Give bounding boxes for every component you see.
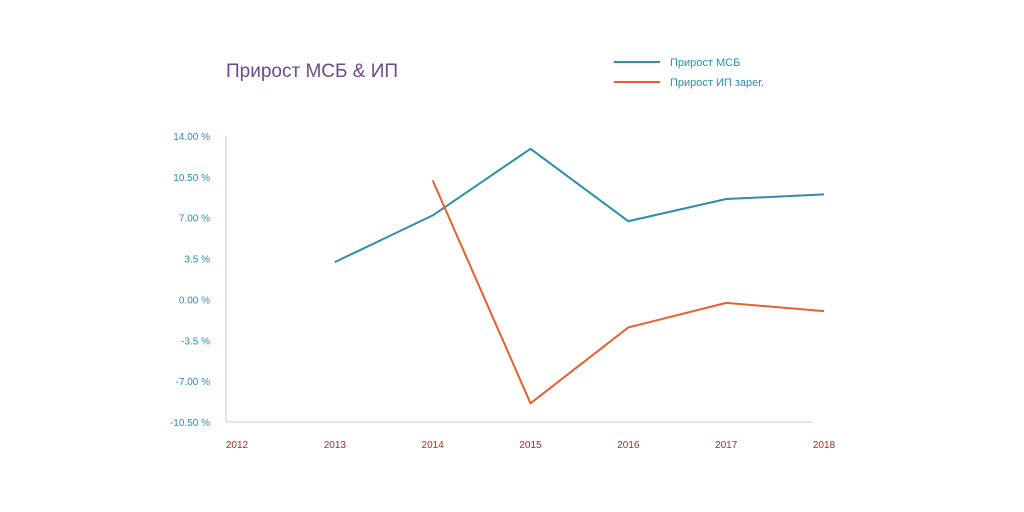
y-tick-label: 14.00 % — [173, 132, 210, 143]
chart-title: Прирост МСБ & ИП — [226, 61, 398, 82]
y-tick-label: 7.00 % — [179, 214, 210, 225]
legend-label-msb: Прирост МСБ — [670, 57, 740, 69]
series-lines — [334, 147, 825, 405]
y-tick-label: -3.5 % — [181, 336, 210, 347]
x-tick-label: 2015 — [519, 440, 542, 451]
x-tick-label: 2014 — [422, 440, 445, 451]
x-tick-labels: 2012 2013 2014 2015 2016 2017 2018 — [226, 440, 836, 451]
y-tick-label: -10.50 % — [170, 418, 210, 429]
x-tick-label: 2018 — [813, 440, 836, 451]
y-tick-label: 10.50 % — [173, 173, 210, 184]
series-line-ip — [431, 179, 825, 405]
legend-label-ip: Прирост ИП зарег. — [670, 77, 764, 89]
x-tick-label: 2016 — [617, 440, 640, 451]
y-tick-label: -7.00 % — [176, 377, 211, 388]
x-tick-label: 2013 — [324, 440, 347, 451]
x-tick-label: 2012 — [226, 440, 249, 451]
series-line-msb — [334, 147, 825, 264]
y-tick-label: 3.5 % — [184, 255, 210, 266]
y-tick-labels: 14.00 % 10.50 % 7.00 % 3.5 % 0.00 % -3.5 % -7.… — [170, 132, 210, 429]
legend: Прирост МСБ Прирост ИП зарег. — [614, 57, 764, 89]
x-tick-label: 2017 — [715, 440, 738, 451]
y-tick-label: 0.00 % — [179, 295, 210, 306]
